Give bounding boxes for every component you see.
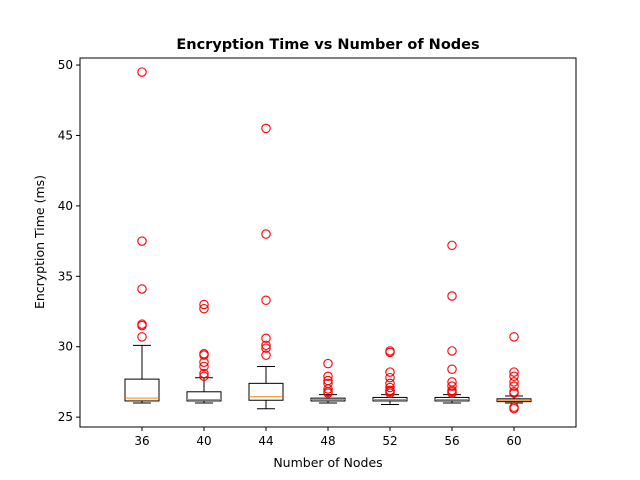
outlier-point [509,403,519,414]
outlier-point [385,347,395,358]
y-tick-label: 25 [58,410,73,424]
outlier-point [385,382,395,393]
outlier-point [261,343,271,353]
y-tick-label: 40 [58,199,73,213]
outlier-point [199,368,209,379]
x-tick-label: 36 [134,434,149,448]
outlier-point [509,381,519,391]
x-tick-label: 48 [320,434,335,448]
y-tick-label: 35 [58,269,73,283]
y-tick-label: 50 [58,58,73,72]
box-body [186,391,222,402]
outlier-point [385,388,395,398]
outlier-point [323,384,333,394]
outlier-point [509,388,519,398]
outlier-point [199,303,209,314]
x-tick-label: 60 [506,434,521,448]
outlier-point [199,299,209,310]
outlier-point [261,350,271,360]
outlier-point [199,371,209,382]
chart-title: Encryption Time vs Number of Nodes [176,37,479,53]
outlier-point [199,350,209,360]
outlier-point [261,229,271,239]
box-body [248,382,284,401]
x-axis-label: Number of Nodes [273,455,382,470]
outlier-point [509,377,519,387]
x-tick-label: 40 [196,434,211,448]
outlier-point [509,371,519,382]
x-tick-label: 56 [444,434,459,448]
outlier-point [323,358,333,369]
outlier-point [447,240,457,251]
outlier-point [137,284,147,294]
outlier-point [199,357,209,367]
outlier-point [137,236,147,246]
outlier-point [261,295,271,305]
outlier-point [447,381,457,391]
y-tick-label: 30 [58,340,73,354]
box-body [124,378,160,402]
plot-area: 25 30 35 40 45 50 36 40 44 48 52 56 60 [58,58,532,448]
plot-frame [79,57,577,428]
outlier-point [261,340,271,351]
outlier-point [137,320,147,331]
outlier-point [447,388,457,398]
outlier-point [323,388,333,398]
outlier-point [509,332,519,342]
outlier-point [385,367,395,377]
outlier-point [261,333,271,344]
outlier-point [447,346,457,356]
outlier-point [447,364,457,375]
y-tick-label: 45 [58,128,73,142]
outlier-point [447,291,457,301]
outlier-point [385,372,395,383]
outlier-point [137,332,147,342]
outlier-point [323,371,333,382]
outlier-point [509,367,519,377]
outlier-point [261,123,271,134]
outlier-point [199,361,209,372]
y-axis-label: Encryption Time (ms) [32,175,47,309]
x-tick-label: 52 [382,434,397,448]
outlier-point [137,67,147,77]
x-tick-label: 44 [258,434,273,448]
